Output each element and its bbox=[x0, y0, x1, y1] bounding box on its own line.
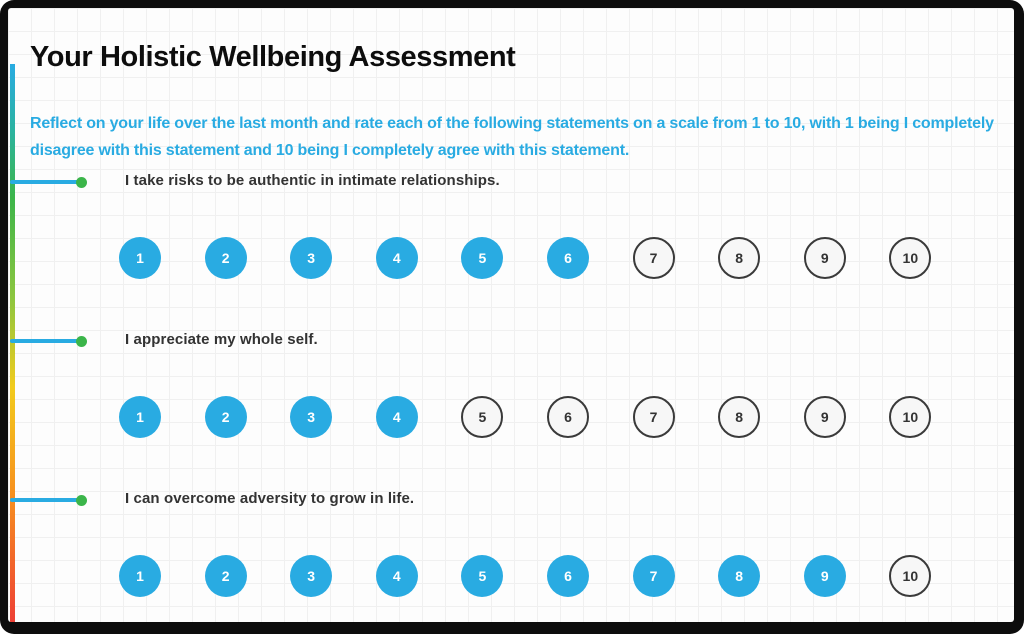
question-text: I appreciate my whole self. bbox=[125, 331, 318, 348]
rating-option-selected[interactable]: 1 bbox=[119, 396, 161, 438]
card-panel: Your Holistic Wellbeing Assessment Refle… bbox=[8, 8, 1014, 622]
connector-dot-icon bbox=[76, 176, 87, 188]
rating-option[interactable]: 8 bbox=[718, 396, 761, 438]
rating-option-selected[interactable]: 3 bbox=[290, 555, 333, 597]
connector-line bbox=[10, 339, 83, 343]
connector-line bbox=[10, 180, 83, 184]
rating-option-selected[interactable]: 6 bbox=[546, 555, 589, 597]
rating-option-selected[interactable]: 7 bbox=[632, 555, 675, 597]
rating-option[interactable]: 9 bbox=[803, 237, 846, 279]
rating-option-selected[interactable]: 6 bbox=[546, 237, 589, 279]
question-text: I take risks to be authentic in intimate… bbox=[125, 172, 500, 189]
rating-option-selected[interactable]: 5 bbox=[461, 237, 504, 279]
question-block: I take risks to be authentic in intimate… bbox=[8, 164, 1014, 304]
rating-option[interactable]: 10 bbox=[889, 396, 932, 438]
rating-option[interactable]: 10 bbox=[889, 555, 932, 597]
instructions-text: Reflect on your life over the last month… bbox=[30, 115, 994, 159]
rating-option-selected[interactable]: 5 bbox=[461, 555, 504, 597]
rating-option[interactable]: 5 bbox=[461, 396, 504, 438]
rating-option-selected[interactable]: 1 bbox=[119, 237, 161, 279]
question-text: I can overcome adversity to grow in life… bbox=[125, 490, 415, 507]
rating-option[interactable]: 9 bbox=[803, 396, 846, 438]
rating-scale: 1 2 3 4 5 6 7 8 9 10 bbox=[119, 237, 932, 279]
connector-dot-icon bbox=[76, 494, 87, 506]
rating-option[interactable]: 10 bbox=[889, 237, 932, 279]
rating-option[interactable]: 7 bbox=[632, 396, 675, 438]
rating-option[interactable]: 8 bbox=[718, 237, 761, 279]
rating-option[interactable]: 7 bbox=[632, 237, 675, 279]
page-title: Your Holistic Wellbeing Assessment bbox=[30, 41, 516, 74]
rating-scale: 1 2 3 4 5 6 7 8 9 10 bbox=[119, 396, 932, 438]
rating-option-selected[interactable]: 2 bbox=[204, 237, 247, 279]
question-block: I appreciate my whole self. 1 2 3 4 5 6 7 8 9 10 bbox=[8, 323, 1014, 463]
rating-option-selected[interactable]: 4 bbox=[375, 237, 418, 279]
connector-dot-icon bbox=[76, 335, 87, 347]
rating-option-selected[interactable]: 4 bbox=[375, 555, 418, 597]
rating-option-selected[interactable]: 3 bbox=[290, 237, 333, 279]
rating-scale: 1 2 3 4 5 6 7 8 9 10 bbox=[119, 555, 932, 597]
connector-line bbox=[10, 498, 83, 502]
rating-option-selected[interactable]: 8 bbox=[718, 555, 761, 597]
rating-option-selected[interactable]: 4 bbox=[375, 396, 418, 438]
timeline-gradient-bar bbox=[10, 64, 15, 622]
rating-option-selected[interactable]: 9 bbox=[803, 555, 846, 597]
question-block: I can overcome adversity to grow in life… bbox=[8, 482, 1014, 622]
rating-option[interactable]: 6 bbox=[546, 396, 589, 438]
rating-option-selected[interactable]: 2 bbox=[204, 396, 247, 438]
rating-option-selected[interactable]: 2 bbox=[204, 555, 247, 597]
rating-option-selected[interactable]: 3 bbox=[290, 396, 333, 438]
rating-option-selected[interactable]: 1 bbox=[119, 555, 161, 597]
